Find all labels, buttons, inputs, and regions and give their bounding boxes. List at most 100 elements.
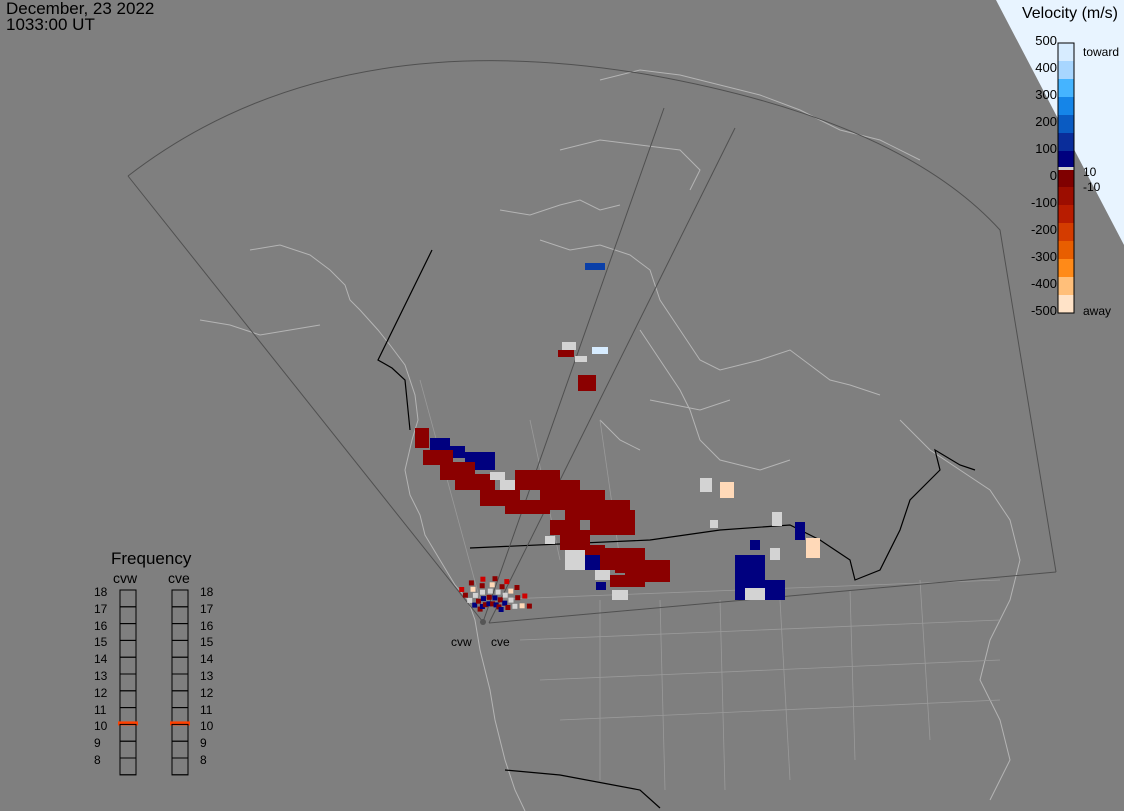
radar-echo-cell — [508, 588, 514, 594]
negative-threshold-label: -10 — [1083, 180, 1101, 194]
radar-echo-cell — [522, 593, 528, 599]
frequency-level-right: 12 — [200, 685, 214, 700]
frequency-cell — [171, 606, 189, 625]
frequency-level-left: 18 — [94, 585, 108, 599]
radar-echo-cell — [592, 347, 608, 354]
radar-echo-cell — [806, 538, 820, 558]
velocity-tick: -500 — [1030, 303, 1057, 318]
velocity-tick: -200 — [1030, 222, 1057, 237]
frequency-level-left: 8 — [94, 753, 101, 767]
radar-echo-cell — [479, 604, 485, 609]
radar-echo-cell — [505, 500, 550, 514]
frequency-level-left: 17 — [94, 601, 108, 616]
radar-echo-cell — [605, 510, 635, 535]
radar-echo-cell — [476, 598, 481, 604]
radar-echo-cell — [502, 600, 508, 606]
radar-echo-cell — [495, 589, 501, 595]
radar-echo-cell — [455, 474, 495, 490]
frequency-level-right: 15 — [200, 635, 214, 650]
radar-echo-cell — [490, 601, 496, 607]
radar-echo-cell — [493, 602, 499, 608]
frequency-level-right: 8 — [200, 753, 207, 767]
radar-echo-cell — [467, 597, 473, 603]
radar-echo-cell — [415, 428, 429, 448]
frequency-level-left: 10 — [94, 719, 108, 734]
radar-echo-cell — [720, 482, 734, 498]
radar-echo-cell — [545, 536, 555, 544]
frequency-cell — [171, 757, 189, 776]
velocity-bar-frame — [1057, 42, 1075, 314]
radar-echo-cell — [498, 607, 504, 612]
radar-echo-cell — [612, 590, 628, 600]
frequency-cell — [119, 757, 137, 776]
radar-echo-cell — [765, 580, 785, 600]
frequency-column — [119, 589, 137, 776]
away-label: away — [1083, 304, 1112, 318]
frequency-header-cve: cve — [168, 570, 190, 586]
radar-echo-cell — [487, 588, 493, 594]
frequency-level-left: 9 — [94, 736, 101, 751]
radar-echo-cell — [492, 595, 498, 601]
positive-threshold-label: 10 — [1083, 165, 1097, 179]
radar-echo-cell — [505, 605, 511, 610]
site-label-cve: cve — [491, 635, 510, 649]
velocity-color-segment — [1058, 223, 1074, 242]
frequency-cell — [171, 639, 189, 658]
velocity-tick: 300 — [1035, 87, 1057, 102]
radar-echo-cell — [470, 586, 476, 592]
frequency-level-left: 16 — [94, 618, 108, 633]
velocity-tick: 200 — [1035, 114, 1057, 129]
frequency-level-left: 12 — [94, 685, 108, 700]
velocity-color-segment — [1058, 133, 1074, 152]
radar-echo-cell — [496, 604, 502, 610]
frequency-cell — [119, 606, 137, 625]
radar-echo-cell — [558, 350, 574, 357]
coastlines — [199, 69, 1021, 811]
radar-echo-cell — [562, 342, 576, 350]
velocity-tick: 100 — [1035, 141, 1057, 156]
radar-echo-cell — [468, 580, 474, 586]
frequency-cell — [119, 723, 137, 742]
radar-echo-cell — [750, 540, 760, 550]
radar-echo-cell — [700, 478, 712, 492]
frequency-level-left: 15 — [94, 635, 108, 650]
frequency-title: Frequency — [111, 549, 192, 568]
radar-echo-cell — [710, 520, 718, 528]
velocity-tick: 0 — [1049, 168, 1057, 183]
radar-echo-cell — [508, 597, 514, 603]
radar-echo-cell — [490, 472, 505, 480]
radar-echo-cell — [610, 575, 645, 587]
radar-echo-cell — [462, 592, 468, 598]
velocity-color-segment — [1058, 205, 1074, 224]
frequency-cell — [119, 656, 137, 675]
velocity-tick: -100 — [1030, 195, 1057, 210]
date-label: December, 23 2022 — [6, 0, 155, 18]
velocity-color-segment — [1058, 241, 1074, 260]
velocity-color-segment — [1058, 79, 1074, 98]
radar-echo-cell — [595, 570, 610, 580]
radar-echo-cell — [578, 375, 596, 391]
velocity-color-segment — [1058, 115, 1074, 134]
radar-echo-cell — [504, 579, 510, 585]
radar-echo-cell — [515, 595, 521, 601]
frequency-cell — [171, 589, 189, 608]
frequency-level-right: 11 — [200, 702, 213, 717]
velocity-tick: -300 — [1030, 249, 1057, 264]
radar-echo-cell — [795, 522, 805, 540]
velocity-color-segment — [1058, 97, 1074, 116]
frequency-cell — [171, 723, 189, 742]
velocity-color-segment — [1058, 43, 1074, 62]
velocity-tick: -400 — [1030, 276, 1057, 291]
radar-echo-cell — [486, 601, 492, 607]
radar-echo-cell — [502, 592, 508, 598]
radar-echo-cell — [486, 594, 492, 600]
radar-echo-cell — [770, 548, 780, 560]
velocity-tick: 500 — [1035, 33, 1057, 48]
radar-echo-cell — [480, 576, 486, 582]
frequency-level-right: 14 — [200, 652, 214, 667]
frequency-cell — [119, 589, 137, 608]
frequency-cell — [171, 740, 189, 759]
frequency-level-right: 16 — [200, 618, 214, 633]
frequency-cell — [119, 690, 137, 709]
frequency-cell — [171, 656, 189, 675]
